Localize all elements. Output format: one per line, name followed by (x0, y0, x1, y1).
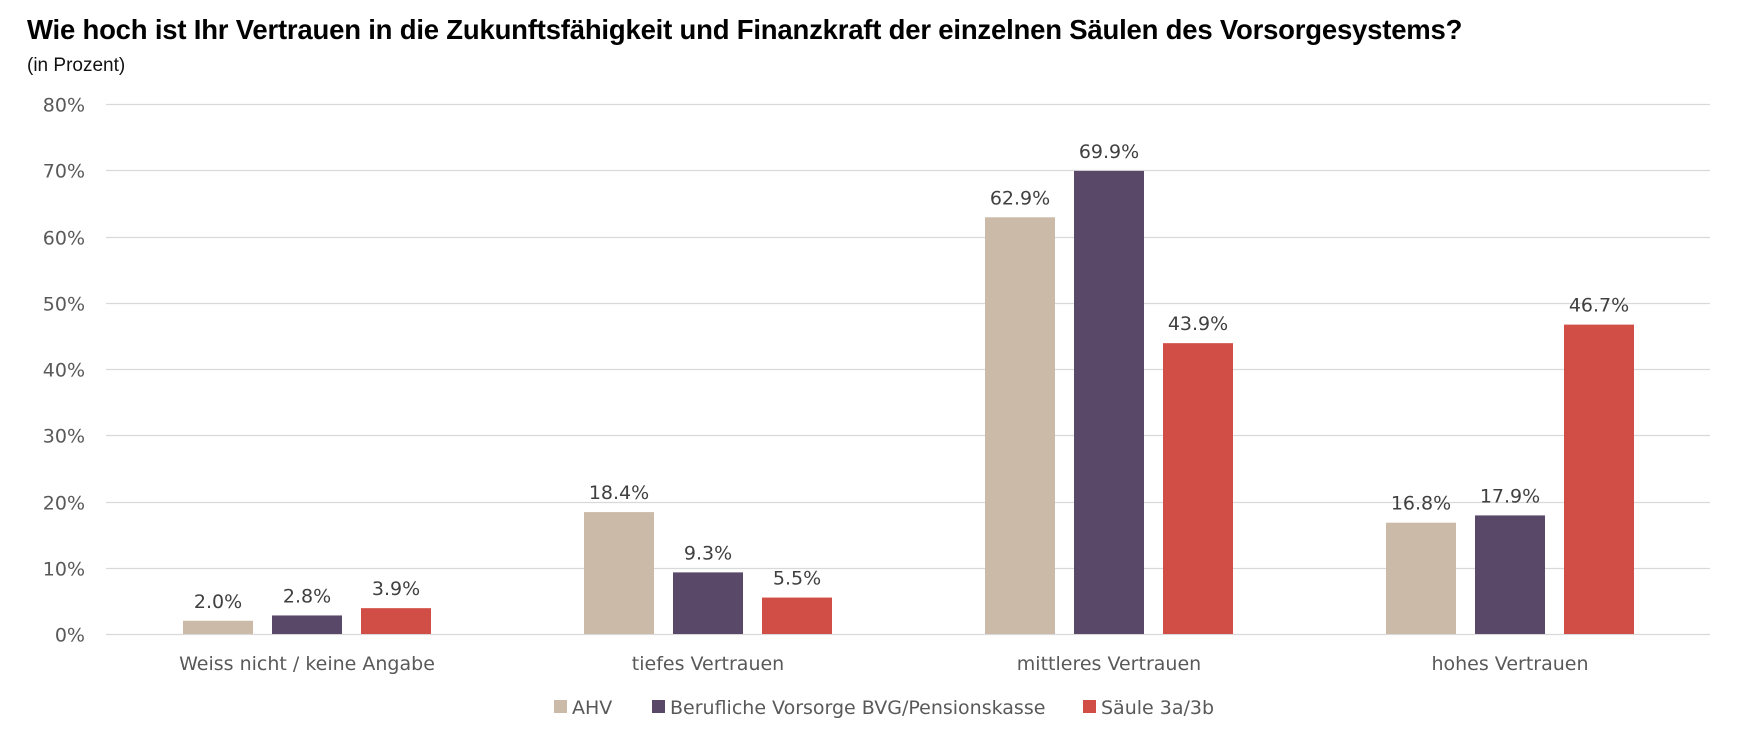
x-axis-categories: Weiss nicht / keine Angabe tiefes Vertrau… (179, 653, 1588, 675)
y-tick-label: 20% (43, 493, 85, 515)
legend-swatch (652, 700, 665, 713)
data-label: 69.9% (1079, 141, 1139, 163)
y-tick-label: 40% (43, 360, 85, 382)
legend-item: AHV (554, 697, 612, 719)
data-label: 9.3% (684, 542, 732, 564)
bars (183, 170, 1634, 634)
bar (985, 217, 1055, 634)
y-tick-label: 60% (43, 228, 85, 250)
legend-label: Berufliche Vorsorge BVG/Pensionskasse (670, 697, 1045, 719)
data-label: 46.7% (1569, 295, 1629, 317)
legend-item: Säule 3a/3b (1083, 697, 1214, 719)
bar (1386, 522, 1456, 634)
bar (183, 620, 253, 634)
legend-label: Säule 3a/3b (1101, 697, 1214, 719)
x-category-label: mittleres Vertrauen (1017, 653, 1201, 675)
y-tick-label: 70% (43, 161, 85, 183)
data-label: 3.9% (372, 578, 420, 600)
bar (584, 512, 654, 634)
x-category-label: Weiss nicht / keine Angabe (179, 653, 435, 675)
bar (673, 572, 743, 634)
data-label: 18.4% (589, 482, 649, 504)
bar (1074, 170, 1144, 634)
bar (762, 597, 832, 634)
legend: AHV Berufliche Vorsorge BVG/Pensionskasse… (554, 697, 1214, 719)
chart-subtitle: (in Prozent) (27, 55, 126, 76)
data-label: 43.9% (1168, 313, 1228, 335)
legend-swatch (1083, 700, 1096, 713)
y-tick-label: 30% (43, 426, 85, 448)
bar (1163, 343, 1233, 634)
x-category-label: tiefes Vertrauen (632, 653, 784, 675)
x-category-label: hohes Vertrauen (1431, 653, 1588, 675)
y-tick-label: 0% (55, 625, 85, 647)
legend-label: AHV (572, 697, 612, 719)
y-axis-ticks: 0% 10% 20% 30% 40% 50% 60% 70% 80% (43, 95, 85, 647)
y-tick-label: 50% (43, 294, 85, 316)
legend-item: Berufliche Vorsorge BVG/Pensionskasse (652, 697, 1045, 719)
bar (1564, 324, 1634, 634)
data-label: 2.8% (283, 585, 331, 607)
data-labels: 2.0% 2.8% 3.9% 18.4% 9.3% 5.5% 62.9% 69.9% 43.9%… (194, 141, 1629, 613)
bar (272, 615, 342, 634)
data-label: 5.5% (773, 568, 821, 590)
data-label: 16.8% (1391, 493, 1451, 515)
data-label: 17.9% (1480, 485, 1540, 507)
bar (361, 608, 431, 634)
data-label: 62.9% (990, 187, 1050, 209)
y-tick-label: 80% (43, 95, 85, 117)
data-label: 2.0% (194, 591, 242, 613)
y-tick-label: 10% (43, 559, 85, 581)
bar (1475, 515, 1545, 634)
gridlines (106, 103, 1710, 636)
legend-swatch (554, 700, 567, 713)
chart-title: Wie hoch ist Ihr Vertrauen in die Zukunf… (27, 14, 1463, 45)
